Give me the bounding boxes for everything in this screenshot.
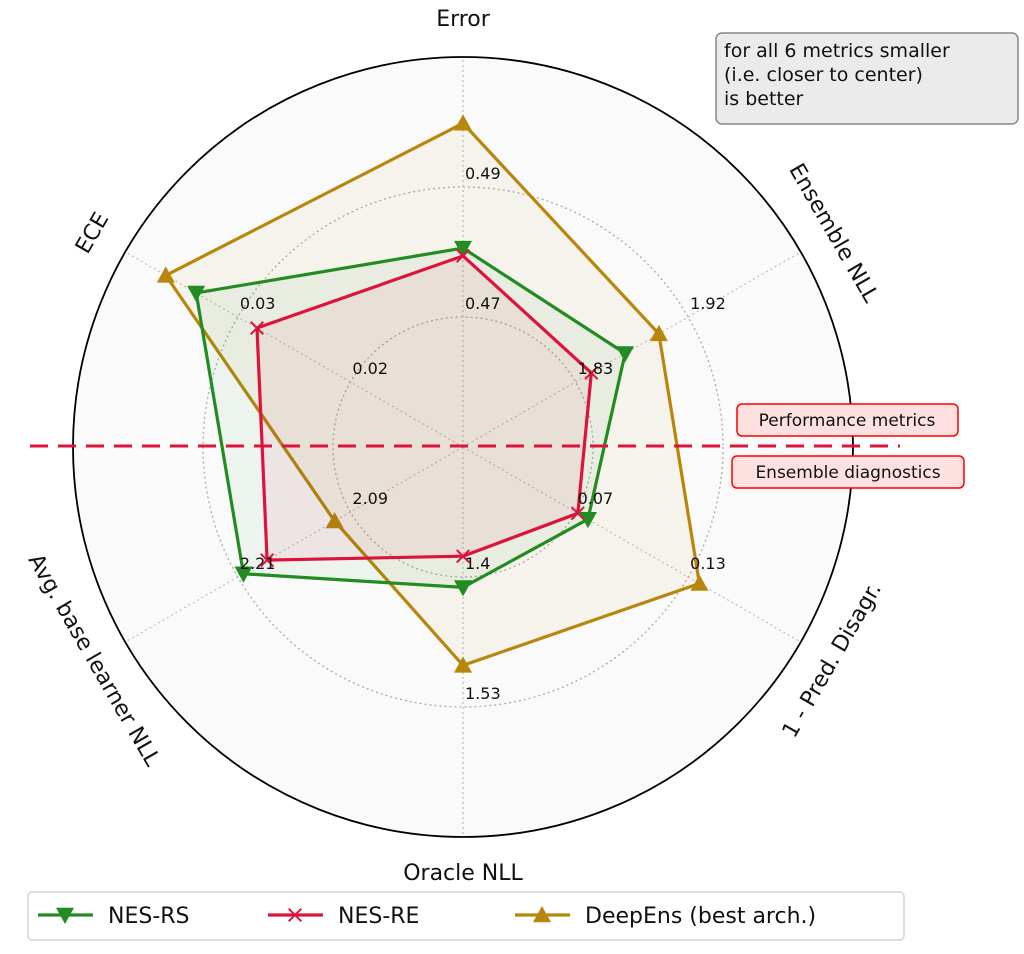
data-point bbox=[454, 656, 472, 673]
data-point bbox=[156, 266, 175, 283]
data-point bbox=[56, 907, 74, 924]
divider-label-bottom-text: Ensemble diagnostics bbox=[755, 463, 940, 483]
data-point bbox=[533, 906, 551, 923]
tick-label: 0.07 bbox=[578, 489, 614, 508]
data-point bbox=[616, 346, 635, 363]
divider-label-top-text: Performance metrics bbox=[759, 411, 936, 431]
note-text: for all 6 metrics smaller (i.e. closer to… bbox=[724, 40, 950, 110]
tick-label: 0.03 bbox=[240, 294, 276, 313]
divider-label-bottom: Ensemble diagnostics bbox=[731, 455, 965, 489]
data-point bbox=[325, 512, 344, 529]
data-point bbox=[584, 365, 599, 380]
axis-label: Error bbox=[436, 7, 491, 32]
tick-label: 0.13 bbox=[690, 554, 726, 573]
data-point bbox=[454, 240, 472, 258]
grid-spoke bbox=[462, 251, 802, 448]
legend-item: NES-RE bbox=[268, 904, 419, 929]
data-point bbox=[578, 511, 597, 529]
note-box: for all 6 metrics smaller (i.e. closer to… bbox=[715, 32, 1019, 125]
tick-label: 1.53 bbox=[465, 684, 501, 703]
data-point bbox=[454, 580, 472, 597]
data-point bbox=[455, 248, 471, 263]
tick-label: 1.4 bbox=[465, 554, 490, 573]
data-point bbox=[570, 506, 585, 521]
legend: NES-RS NES-RE DeepEns (best arch.) bbox=[27, 891, 905, 941]
tick-label: 2.21 bbox=[240, 554, 276, 573]
data-point bbox=[287, 907, 303, 923]
legend-item: DeepEns (best arch.) bbox=[515, 904, 816, 929]
data-point bbox=[455, 549, 471, 564]
divider-label-top: Performance metrics bbox=[736, 403, 959, 437]
axis-label: Oracle NLL bbox=[403, 861, 523, 886]
tick-label: 2.09 bbox=[352, 489, 388, 508]
axis-label: ECE bbox=[71, 208, 114, 258]
tick-label: 0.49 bbox=[465, 164, 501, 183]
legend-item: NES-RS bbox=[38, 904, 190, 929]
grid-spoke bbox=[124, 251, 464, 448]
legend-label: DeepEns (best arch.) bbox=[585, 904, 816, 929]
tick-label: 1.92 bbox=[690, 294, 726, 313]
tick-label: 0.02 bbox=[352, 359, 388, 378]
data-point bbox=[454, 114, 472, 131]
data-point bbox=[649, 324, 668, 342]
data-point bbox=[690, 574, 709, 591]
data-point bbox=[249, 321, 264, 336]
grid-spoke bbox=[124, 446, 464, 643]
legend-label: NES-RE bbox=[338, 904, 419, 929]
tick-label: 0.47 bbox=[465, 294, 501, 313]
data-point bbox=[234, 566, 253, 583]
legend-label: NES-RS bbox=[108, 904, 190, 929]
data-point bbox=[260, 553, 275, 568]
data-point bbox=[187, 285, 206, 302]
tick-label: 1.83 bbox=[578, 359, 614, 378]
grid-spoke bbox=[462, 446, 802, 643]
